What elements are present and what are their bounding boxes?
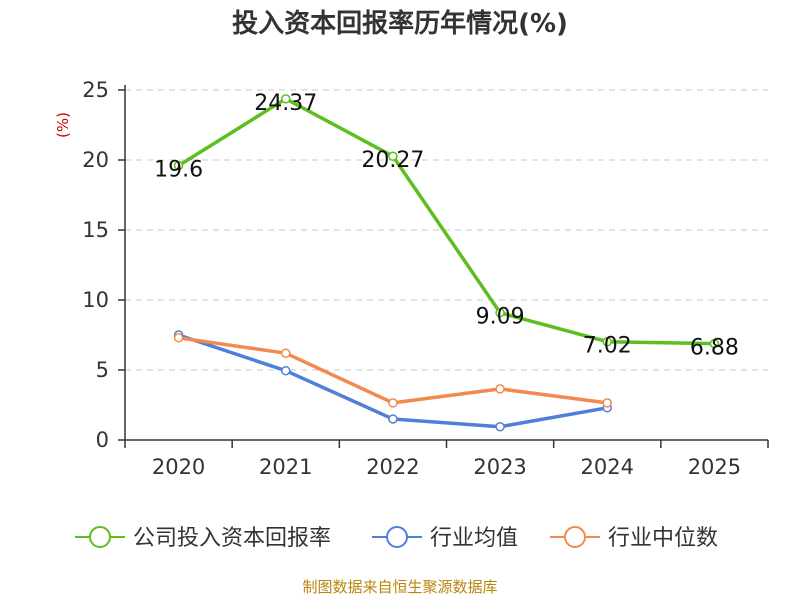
y-tick-label: 15	[82, 218, 109, 242]
x-tick-label: 2024	[581, 455, 634, 479]
data-point[interactable]	[388, 398, 398, 408]
data-point[interactable]	[388, 414, 398, 424]
legend-marker	[386, 526, 408, 548]
data-point[interactable]	[281, 348, 291, 358]
x-tick-label: 2020	[152, 455, 205, 479]
data-point[interactable]	[495, 384, 505, 394]
data-point[interactable]	[602, 336, 612, 347]
legend-label[interactable]: 行业均值	[430, 526, 518, 551]
chart-title: 投入资本回报率历年情况(%)	[232, 8, 568, 39]
y-tick-label: 10	[82, 288, 109, 312]
y-tick-label: 0	[96, 428, 109, 452]
data-point[interactable]	[281, 94, 291, 104]
data-point[interactable]	[173, 333, 184, 343]
data-point[interactable]	[173, 160, 184, 171]
data-point[interactable]	[495, 421, 505, 432]
legend[interactable]: 公司投入资本回报率 行业均值 行业中位数	[75, 526, 718, 551]
series-line	[177, 97, 715, 346]
y-axis-label: (%)	[54, 112, 72, 138]
data-labels: 19.6 24.37 20.27 9.09 7.02 6.88	[154, 91, 739, 361]
y-tick-label: 5	[96, 358, 109, 382]
series-group	[173, 94, 720, 432]
source-note: 制图数据来自恒生聚源数据库	[302, 578, 497, 596]
data-label: 19.6	[154, 158, 203, 183]
y-tick-label: 20	[82, 148, 109, 172]
data-label: 9.09	[476, 305, 525, 330]
legend-marker	[564, 526, 586, 548]
legend-marker	[89, 526, 111, 548]
data-point[interactable]	[388, 151, 398, 161]
x-tick-label: 2023	[473, 455, 526, 479]
data-point[interactable]	[495, 307, 505, 318]
data-label: 7.02	[583, 334, 632, 359]
grid-lines	[125, 89, 768, 371]
data-label: 20.27	[361, 148, 424, 173]
data-label: 24.37	[254, 91, 317, 116]
data-point[interactable]	[281, 365, 291, 376]
legend-label[interactable]: 公司投入资本回报率	[133, 526, 331, 551]
y-tick-label: 25	[82, 78, 109, 102]
data-point[interactable]	[602, 398, 612, 408]
x-tick-label: 2025	[688, 455, 741, 479]
x-tick-label: 2021	[259, 455, 312, 479]
data-point[interactable]	[709, 338, 720, 349]
data-label: 6.88	[690, 336, 739, 361]
legend-label[interactable]: 行业中位数	[608, 526, 718, 551]
x-tick-label: 2022	[366, 455, 419, 479]
